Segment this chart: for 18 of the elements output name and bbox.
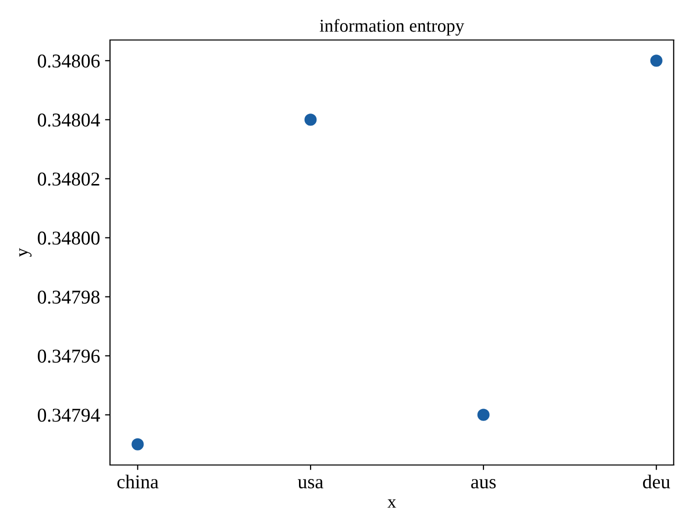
x-tick-label: china: [117, 474, 158, 488]
y-tick-label: 0.34802: [38, 172, 100, 186]
point: [304, 114, 317, 126]
x-tick-label: usa: [298, 479, 324, 488]
y-tick-label: 0.34794: [38, 408, 100, 422]
y-tick-label: 0.34798: [38, 290, 100, 304]
y-tick-label: 0.34806: [38, 54, 100, 68]
x-tick-label: aus: [471, 479, 496, 488]
x-axis-title: x: [387, 499, 396, 508]
y-tick-label: 0.34800: [38, 232, 100, 245]
point: [132, 438, 144, 450]
point: [477, 408, 490, 421]
y-tick-label: 0.34796: [38, 350, 100, 363]
y-tick-label: 0.34804: [38, 114, 100, 127]
x-tick-label: deu: [643, 474, 670, 488]
y-axis-title: y: [19, 248, 32, 257]
point: [650, 54, 662, 67]
chart-title: information entropy: [320, 18, 464, 36]
